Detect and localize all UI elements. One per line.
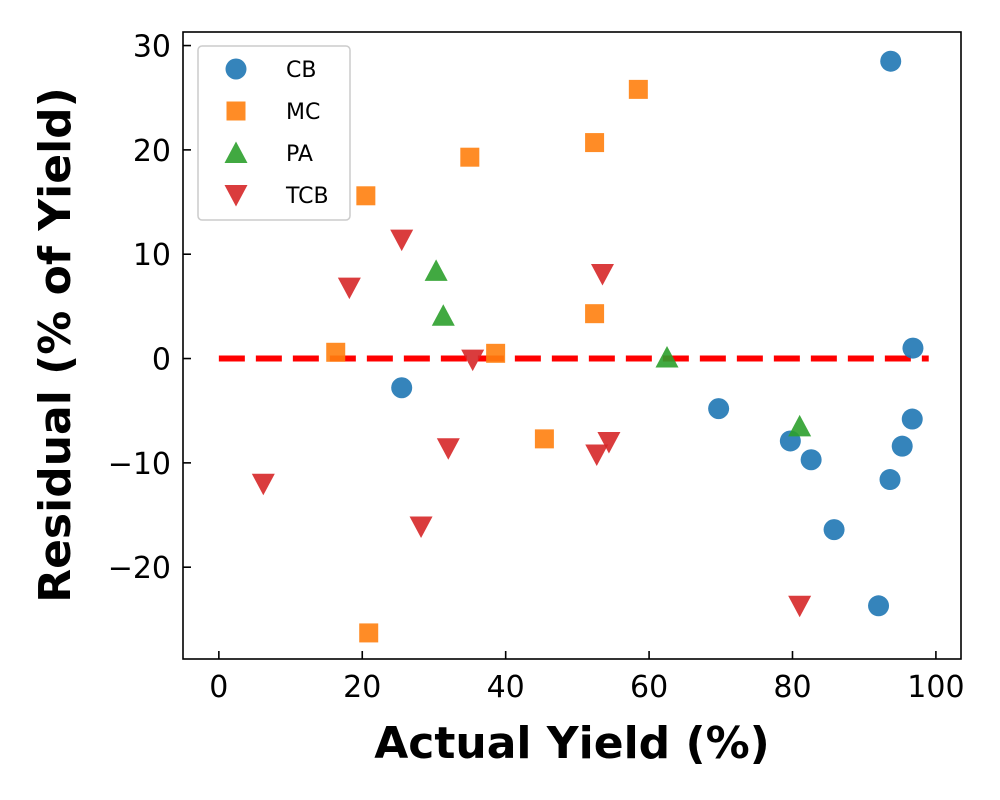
data-point-cb — [708, 398, 730, 420]
x-tick-label: 0 — [209, 670, 228, 705]
data-point-cb — [901, 408, 923, 430]
data-point-cb — [891, 435, 913, 457]
legend-marker-pa — [224, 141, 248, 164]
data-point-tcb — [590, 264, 614, 286]
legend-item-pa: PA — [224, 141, 313, 167]
data-point-tcb — [251, 473, 275, 496]
data-point-tcb — [337, 277, 361, 300]
data-point-mc — [585, 304, 605, 324]
data-point-tcb — [390, 229, 414, 252]
legend-label: PA — [286, 142, 313, 167]
data-point-cb — [823, 519, 845, 541]
legend: CB MC PA TCB — [197, 45, 351, 221]
data-point-mc — [356, 186, 376, 206]
legend-label: TCB — [285, 184, 329, 209]
data-point-tcb — [409, 516, 433, 539]
data-point-mc — [585, 133, 605, 153]
tick-labels: 0 20 40 60 80 100 −20 −10 0 10 20 30 — [108, 30, 965, 705]
data-point-mc — [534, 429, 554, 449]
y-tick-label: 0 — [152, 343, 171, 378]
data-point-mc — [326, 342, 346, 362]
data-point-cb — [800, 449, 822, 471]
x-axis-title: Actual Yield (%) — [374, 718, 770, 769]
data-point-cb — [879, 469, 901, 491]
legend-marker-tcb — [224, 184, 248, 207]
data-point-tcb — [461, 349, 485, 372]
data-point-cb — [880, 50, 902, 72]
series-cb — [391, 50, 924, 617]
data-point-pa — [431, 304, 455, 326]
legend-item-cb: CB — [225, 58, 316, 83]
axis-ticks — [183, 44, 937, 659]
data-point-pa — [655, 345, 679, 368]
x-tick-label: 40 — [487, 670, 525, 705]
data-point-mc — [460, 147, 480, 167]
legend-label: MC — [286, 100, 320, 125]
legend-item-tcb: TCB — [224, 184, 329, 209]
y-tick-label: 20 — [133, 134, 171, 169]
legend-item-mc: MC — [226, 100, 320, 125]
series-tcb — [251, 229, 812, 618]
data-point-pa — [424, 259, 448, 281]
data-point-pa — [788, 414, 812, 437]
data-point-cb — [868, 595, 890, 617]
data-point-mc — [359, 623, 379, 643]
x-tick-label: 20 — [343, 670, 381, 705]
data-point-tcb — [788, 595, 812, 618]
data-point-tcb — [585, 444, 609, 467]
data-point-tcb — [436, 438, 460, 460]
legend-marker-mc — [226, 101, 246, 121]
series-mc — [326, 79, 648, 643]
data-point-mc — [628, 79, 648, 99]
y-tick-label: 30 — [133, 30, 171, 65]
data-point-mc — [486, 343, 506, 363]
y-tick-label: −10 — [108, 447, 171, 482]
y-tick-label: −20 — [108, 551, 171, 586]
x-tick-label: 80 — [773, 670, 811, 705]
y-axis-title: Residual (% of Yield) — [30, 87, 81, 603]
x-tick-label: 60 — [630, 670, 668, 705]
y-tick-label: 10 — [133, 238, 171, 273]
data-point-cb — [902, 337, 924, 359]
data-points — [251, 50, 924, 643]
plot-frame — [182, 31, 962, 660]
data-point-cb — [391, 377, 413, 399]
series-pa — [424, 259, 812, 437]
x-tick-label: 100 — [907, 670, 964, 705]
data-point-tcb — [597, 431, 621, 454]
legend-label: CB — [286, 58, 316, 83]
legend-marker-cb — [225, 58, 247, 80]
legend-frame — [197, 45, 351, 221]
